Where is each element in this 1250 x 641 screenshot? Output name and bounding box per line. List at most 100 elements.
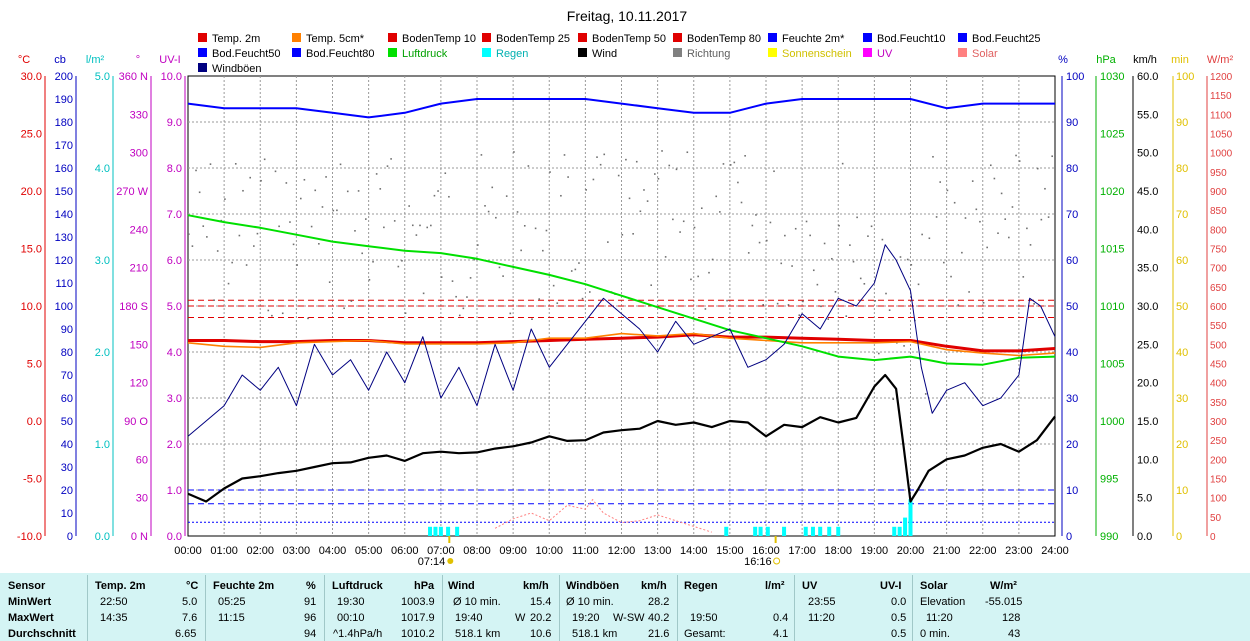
legend-label-temp-2m: Temp. 2m <box>212 33 260 45</box>
axis-tick-right-2: 25.0 <box>1137 339 1158 351</box>
wind-direction-dot <box>307 317 309 320</box>
axis-unit-right-3: min <box>1171 54 1189 66</box>
axis-tick-right-4: 1150 <box>1210 91 1232 102</box>
wind-direction-dot <box>628 197 631 200</box>
wind-direction-dot <box>231 261 233 264</box>
axis-tick-right-1: 1010 <box>1100 301 1124 313</box>
axis-tick-right-4: 100 <box>1210 494 1227 505</box>
series-line-luftdruck <box>187 214 1056 366</box>
wind-direction-dot <box>234 163 237 165</box>
legend-swatch-bodentemp-25 <box>482 33 491 42</box>
wind-direction-dot <box>509 312 512 315</box>
wind-avg: 10.6 <box>530 628 552 640</box>
wind-direction-dot <box>762 304 764 306</box>
axis-tick-right-4: 700 <box>1210 264 1227 275</box>
x-tick-label: 22:00 <box>969 545 997 557</box>
axis-unit-right-0: % <box>1058 54 1068 66</box>
axis-tick-left-1: 20 <box>61 485 73 497</box>
axis-tick-left-1: 30 <box>61 462 73 474</box>
wind-direction-dot <box>386 165 389 167</box>
legend-label-bod-feucht80: Bod.Feucht80 <box>306 48 375 60</box>
wind-direction-dot <box>448 195 450 198</box>
regen-bar <box>455 526 460 536</box>
wind-direction-dot <box>216 250 219 252</box>
axis-tick-right-4: 450 <box>1210 360 1227 371</box>
wind-direction-dot <box>361 252 363 255</box>
wind-direction-dot <box>849 244 851 246</box>
wind-distance: 518.1 km <box>455 628 501 640</box>
legend-swatch-luftdruck <box>388 48 397 57</box>
wind-direction-dot <box>809 234 811 237</box>
wind-direction-dot <box>877 352 880 355</box>
axis-tick-right-1: 1005 <box>1100 359 1124 371</box>
regen-bar <box>827 526 832 536</box>
wind-direction-dot <box>458 314 461 317</box>
wind-direction-dots <box>188 150 1053 400</box>
series-line-temp-5cm <box>187 332 1056 357</box>
regen-bar <box>753 526 758 536</box>
wind-direction-dot <box>191 245 194 247</box>
wind-direction-dot <box>343 307 345 310</box>
temp-min: 5.0 <box>182 596 198 608</box>
wind-direction-dot <box>426 226 429 229</box>
wind-direction-dot <box>737 181 739 184</box>
wind-direction-dot <box>437 190 439 192</box>
axis-tick-right-0: 70 <box>1066 209 1078 221</box>
wind-direction-dot <box>899 256 902 258</box>
wind-direction-dot <box>1040 218 1043 221</box>
wind-direction-dot <box>549 171 551 173</box>
windboeen-header: Windböen <box>566 580 620 592</box>
x-tick-label: 08:00 <box>463 545 491 557</box>
wind-direction-dot <box>1044 187 1046 190</box>
axis-tick-left-4: 1.0 <box>167 485 182 497</box>
wind-direction-dot <box>733 161 736 164</box>
wind-direction-dot <box>639 210 642 213</box>
axis-tick-left-3: 150 <box>130 339 148 351</box>
row-label-min: MinWert <box>8 596 52 608</box>
axis-tick-left-0: -5.0 <box>23 474 42 486</box>
x-tick-label: 09:00 <box>499 545 527 557</box>
grid <box>188 76 1055 536</box>
wind-direction-dot <box>314 189 317 192</box>
axis-tick-left-4: 5.0 <box>167 301 182 313</box>
wind-direction-dot <box>943 261 945 264</box>
wind-direction-dot <box>635 160 638 163</box>
wind-direction-dot <box>321 206 324 208</box>
axis-tick-left-3: 0 N <box>131 531 148 543</box>
wind-direction-dot <box>841 162 844 165</box>
axis-tick-right-1: 1015 <box>1100 244 1124 256</box>
axis-tick-right-4: 850 <box>1210 206 1227 217</box>
axis-tick-right-2: 5.0 <box>1137 493 1152 505</box>
wind-direction-dot <box>845 315 848 317</box>
axis-tick-right-4: 50 <box>1210 513 1222 524</box>
axis-tick-right-1: 1030 <box>1100 71 1124 83</box>
regen-max: 0.4 <box>773 612 789 624</box>
wind-direction-dot <box>816 283 819 286</box>
feuchte-min: 91 <box>304 596 317 608</box>
windboeen-min-label: Ø 10 min. <box>566 596 614 608</box>
wind-direction-dot <box>296 264 298 266</box>
feuchte-min-time: 05:25 <box>218 596 246 608</box>
axis-tick-left-3: 120 <box>130 378 148 390</box>
axis-tick-left-4: 4.0 <box>167 347 182 359</box>
axis-tick-left-1: 50 <box>61 416 73 428</box>
regen-bar <box>433 526 438 536</box>
wind-direction-dot <box>339 163 342 166</box>
regen-bar <box>724 526 729 536</box>
wind-direction-dot <box>903 345 905 347</box>
wind-direction-dot <box>798 314 801 317</box>
wind-direction-dot <box>195 169 197 172</box>
wind-direction-dot <box>729 164 732 166</box>
axis-tick-left-1: 100 <box>55 301 73 313</box>
legend-swatch-bod-feucht25 <box>958 33 967 42</box>
axes: °C 30.0 25.0 20.0 15.0 10.0 5.0 0.0 -5.0 -10.0 cb 2… <box>17 54 1234 543</box>
wind-direction-dot <box>1033 303 1035 305</box>
wind-direction-dot <box>679 231 681 233</box>
regen-bar <box>428 526 433 536</box>
wind-direction-dot <box>444 172 447 175</box>
wind-direction-dot <box>726 299 728 302</box>
axis-tick-left-1: 200 <box>55 71 73 83</box>
wind-direction-dot <box>971 180 974 182</box>
axis-tick-left-2: 2.0 <box>95 347 110 359</box>
wind-direction-dot <box>328 281 331 283</box>
